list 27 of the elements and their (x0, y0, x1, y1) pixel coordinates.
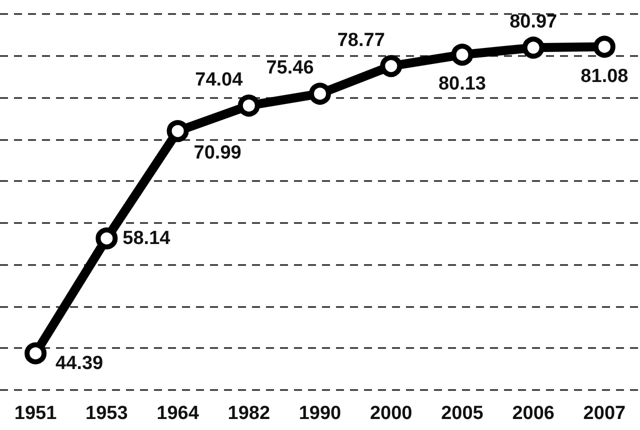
point (96, 227, 118, 250)
point (238, 94, 260, 117)
data-label: 75.46 (266, 58, 314, 79)
point (593, 36, 616, 58)
point (451, 44, 474, 66)
x-tick-label: 2005 (441, 403, 484, 424)
x-tick-label: 2006 (512, 403, 554, 424)
point (380, 55, 402, 78)
x-tick-label: 1951 (14, 403, 58, 424)
x-tick-label: 2000 (370, 403, 412, 424)
x-tick-label: 1990 (298, 403, 342, 424)
data-label: 81.08 (580, 66, 628, 87)
point (24, 342, 47, 364)
x-tick-label: 1953 (86, 403, 128, 424)
x-tick-label: 1982 (228, 403, 270, 424)
data-label: 80.97 (510, 12, 558, 33)
data-label: 44.39 (56, 352, 104, 374)
data-label: 58.14 (122, 228, 171, 249)
data-label: 78.77 (337, 30, 385, 52)
data-label: 74.04 (195, 70, 244, 91)
data-label: 80.13 (438, 74, 486, 95)
x-tick-label: 1964 (156, 403, 200, 424)
point (522, 36, 544, 59)
point (309, 82, 331, 105)
data-label: 70.99 (194, 142, 242, 164)
x-tick-label: 2007 (583, 403, 626, 424)
point (166, 120, 189, 142)
